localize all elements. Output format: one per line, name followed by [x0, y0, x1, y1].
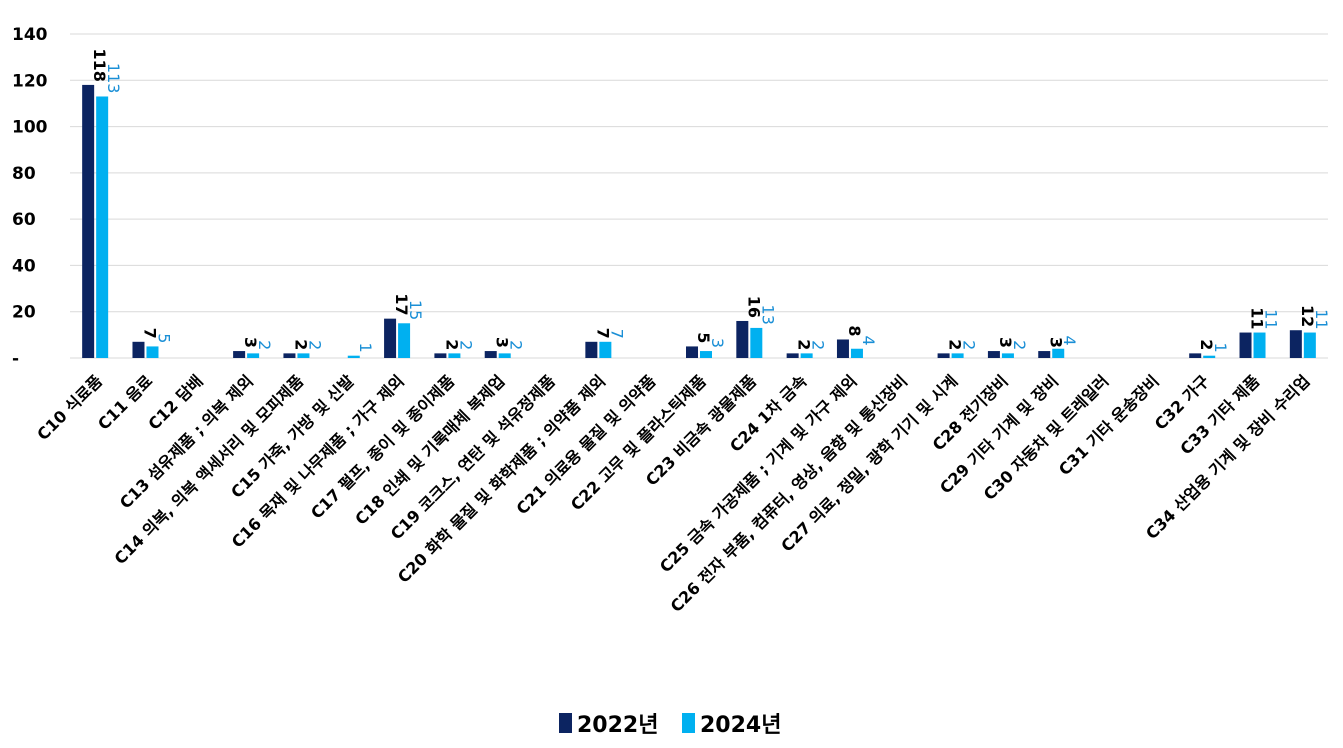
- data-label: 2: [1197, 339, 1216, 350]
- y-tick-label: -: [12, 349, 19, 369]
- data-label: 17: [392, 293, 411, 315]
- bar-2024: [1203, 355, 1216, 358]
- bar-2024: [700, 351, 712, 358]
- data-label: 15: [406, 300, 425, 320]
- bar-2024: [146, 346, 159, 358]
- y-tick-label: 120: [12, 71, 48, 91]
- bar-2024: [96, 96, 109, 358]
- data-label: 2: [960, 340, 979, 350]
- data-label: 2: [1010, 340, 1029, 350]
- bar-2024: [398, 323, 411, 358]
- data-label: 3: [996, 337, 1015, 348]
- data-label: 1: [356, 342, 375, 352]
- x-tick-label: C26 전자 부품, 컴퓨터, 영상, 음향 및 통신장비: [667, 371, 911, 615]
- data-label: 11: [1312, 309, 1331, 329]
- bar-2022: [786, 353, 799, 358]
- y-tick-label: 60: [12, 210, 36, 230]
- data-label: 113: [104, 63, 123, 94]
- data-label: 8: [845, 325, 864, 336]
- data-label: 7: [607, 329, 626, 339]
- bar-2022: [937, 353, 950, 358]
- data-label: 3: [708, 338, 727, 348]
- y-axis-tick-labels: - 20 40 60 80 100 120 140: [12, 25, 48, 369]
- bar-2024: [1001, 353, 1014, 358]
- data-label: 2: [809, 340, 828, 350]
- data-label: 2: [795, 339, 814, 350]
- bar-2024: [1052, 348, 1065, 358]
- bar-2022: [434, 353, 447, 358]
- y-tick-label: 80: [12, 164, 36, 184]
- y-tick-label: 40: [12, 256, 36, 276]
- bar-2024: [297, 353, 310, 358]
- data-label: 2: [507, 340, 526, 350]
- x-tick-label: C10 식료품: [33, 371, 106, 444]
- bar-2024: [1303, 332, 1316, 358]
- bar-2022: [82, 84, 95, 359]
- data-label: 1: [1211, 342, 1230, 352]
- data-label: 7: [140, 328, 159, 339]
- bar-2024: [498, 353, 511, 358]
- y-tick-label: 100: [12, 118, 48, 138]
- bar-2022: [1289, 330, 1302, 358]
- bar-2022: [1189, 353, 1202, 358]
- bar-2024: [951, 353, 964, 358]
- legend-swatch: [559, 713, 572, 733]
- bar-2022: [283, 353, 296, 358]
- bar-2022: [132, 341, 145, 358]
- legend-label: 2024년: [700, 713, 781, 738]
- legend-swatch: [682, 713, 695, 733]
- bar-2024: [850, 348, 863, 358]
- data-label: 2: [456, 340, 475, 350]
- bar-2022: [736, 320, 749, 358]
- data-label: 3: [241, 337, 260, 348]
- bar-2022: [987, 351, 1000, 358]
- bar-2022: [836, 339, 849, 358]
- y-tick-label: 140: [12, 25, 48, 45]
- bar-2024: [750, 327, 763, 358]
- data-label: 7: [593, 328, 612, 339]
- bar-2022: [585, 341, 598, 358]
- bar-2022: [233, 351, 246, 358]
- bars: [82, 84, 1316, 359]
- bar-2024: [448, 353, 461, 358]
- data-label: 11: [1248, 307, 1267, 329]
- legend-label: 2022년: [577, 713, 658, 738]
- data-label: 2: [255, 340, 274, 350]
- data-label: 11: [1262, 309, 1281, 329]
- data-label: 3: [1046, 337, 1065, 348]
- y-tick-label: 20: [12, 303, 36, 323]
- bar-2024: [247, 353, 260, 358]
- gridlines: [70, 33, 1328, 359]
- data-label: 5: [694, 332, 713, 343]
- data-label: 13: [758, 305, 777, 325]
- bar-2024: [347, 355, 360, 358]
- bar-2022: [1239, 332, 1252, 358]
- data-label: 2: [442, 339, 461, 350]
- bar-2022: [384, 318, 397, 358]
- data-label: 5: [154, 333, 173, 343]
- bar-2022: [484, 351, 497, 358]
- bar-2024: [599, 341, 612, 358]
- data-label: 16: [744, 296, 763, 318]
- data-label: 118: [90, 49, 109, 82]
- data-label: 4: [1060, 336, 1079, 346]
- data-label: 2: [946, 339, 965, 350]
- bar-2024: [800, 353, 813, 358]
- data-label: 12: [1298, 305, 1317, 327]
- data-label: 2: [291, 339, 310, 350]
- legend: 2022년 2024년: [559, 713, 781, 738]
- data-label: 4: [859, 336, 878, 346]
- bar-2024: [1253, 332, 1266, 358]
- bar-2022: [1038, 351, 1051, 358]
- data-label: 2: [305, 340, 324, 350]
- data-label: 3: [493, 337, 512, 348]
- bar-2022: [686, 346, 698, 358]
